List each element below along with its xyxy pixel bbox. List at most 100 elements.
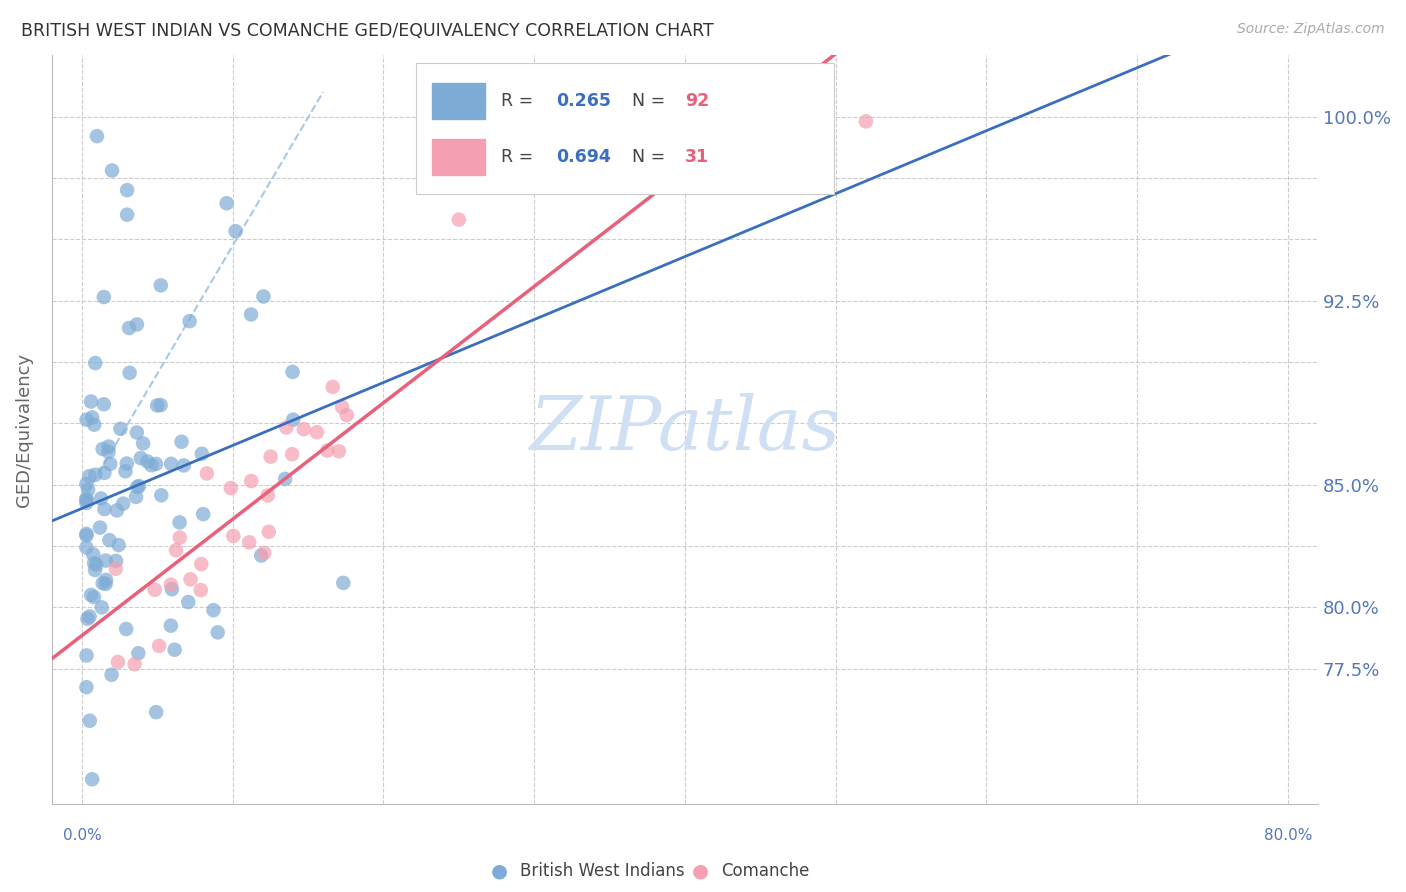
Point	[105, 503, 128, 517]
Point	[97, 445, 120, 459]
Point	[118, 366, 141, 380]
Text: ●: ●	[491, 861, 508, 880]
Point	[127, 646, 149, 660]
Point	[179, 314, 201, 328]
Point	[281, 365, 304, 379]
Point	[125, 425, 148, 440]
Point	[124, 657, 146, 672]
Text: N =: N =	[631, 92, 671, 110]
Point	[160, 457, 183, 471]
Point	[149, 278, 172, 293]
Point	[145, 457, 167, 471]
Point	[274, 472, 297, 486]
Point	[79, 609, 101, 624]
Point	[305, 425, 328, 440]
Point	[316, 443, 339, 458]
Text: R =: R =	[502, 148, 538, 166]
Text: 80.0%: 80.0%	[1264, 829, 1312, 843]
Point	[98, 457, 121, 471]
Point	[173, 458, 195, 473]
Point	[75, 496, 97, 510]
Point	[330, 400, 353, 414]
Point	[180, 572, 202, 586]
Point	[281, 447, 304, 461]
Point	[94, 553, 117, 567]
Point	[91, 442, 114, 456]
Point	[80, 394, 103, 409]
Point	[225, 224, 247, 238]
Point	[82, 548, 104, 562]
Point	[101, 163, 124, 178]
Point	[82, 410, 104, 425]
Point	[125, 318, 148, 332]
Point	[276, 420, 298, 434]
Point	[222, 529, 245, 543]
Point	[82, 772, 104, 787]
Text: 31: 31	[685, 148, 709, 166]
Text: 92: 92	[685, 92, 709, 110]
Point	[250, 549, 273, 563]
Point	[191, 447, 214, 461]
Point	[128, 479, 150, 493]
Point	[94, 573, 117, 587]
Point	[75, 491, 97, 506]
Point	[165, 543, 187, 558]
Point	[169, 531, 191, 545]
Point	[107, 655, 129, 669]
Point	[114, 464, 136, 478]
Point	[148, 639, 170, 653]
Point	[238, 535, 260, 549]
Point	[86, 129, 108, 144]
Point	[112, 497, 135, 511]
Point	[190, 583, 212, 598]
Point	[84, 356, 107, 370]
Point	[150, 488, 173, 502]
Point	[160, 577, 183, 591]
Point	[100, 667, 122, 681]
Point	[90, 491, 112, 506]
Point	[83, 417, 105, 432]
Point	[76, 413, 98, 427]
FancyBboxPatch shape	[416, 62, 834, 194]
Point	[257, 524, 280, 539]
Point	[115, 208, 138, 222]
Point	[283, 412, 305, 426]
Point	[219, 481, 242, 495]
Point	[143, 582, 166, 597]
Point	[76, 612, 98, 626]
Point	[240, 308, 263, 322]
Point	[76, 648, 98, 663]
Point	[855, 114, 877, 128]
Point	[256, 488, 278, 502]
Point	[98, 533, 121, 548]
Point	[136, 454, 159, 468]
Point	[93, 466, 115, 480]
Point	[193, 507, 215, 521]
Point	[447, 212, 470, 227]
Point	[202, 603, 225, 617]
Point	[84, 467, 107, 482]
Point	[127, 480, 149, 494]
Point	[132, 436, 155, 450]
Point	[190, 557, 212, 571]
Point	[83, 590, 105, 604]
Point	[253, 546, 276, 560]
Text: 0.265: 0.265	[555, 92, 610, 110]
Point	[75, 493, 97, 508]
Y-axis label: GED/Equivalency: GED/Equivalency	[15, 352, 32, 507]
Point	[75, 541, 97, 555]
Point	[93, 290, 115, 304]
Point	[80, 588, 103, 602]
Point	[107, 538, 129, 552]
Point	[169, 516, 191, 530]
Point	[105, 554, 128, 568]
Text: N =: N =	[631, 148, 671, 166]
Point	[97, 440, 120, 454]
Point	[115, 622, 138, 636]
Point	[322, 380, 344, 394]
Point	[207, 625, 229, 640]
Text: 0.694: 0.694	[555, 148, 610, 166]
Bar	[432, 83, 485, 119]
Text: ●: ●	[692, 861, 709, 880]
Point	[141, 458, 163, 473]
